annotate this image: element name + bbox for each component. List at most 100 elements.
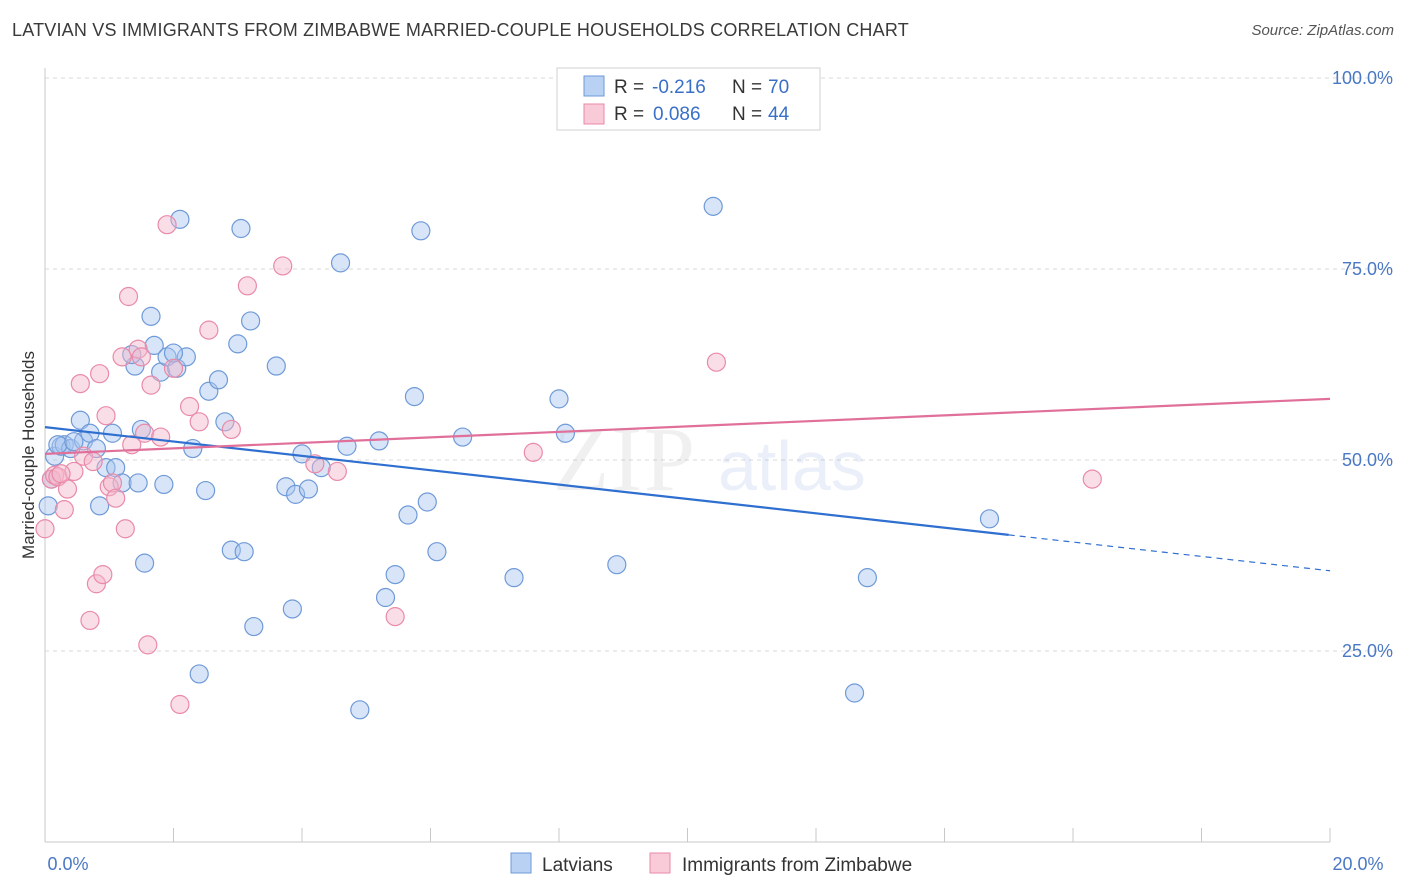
- point-zimbabwe-39: [385, 607, 405, 627]
- point-zimbabwe-4: [54, 500, 74, 520]
- point-latvians-54: [411, 221, 431, 241]
- y-tick-labels: 25.0% 50.0% 75.0% 100.0%: [1332, 68, 1393, 661]
- point-zimbabwe-13: [93, 564, 113, 585]
- point-latvians-63: [844, 683, 865, 703]
- y-tick-label-0: 25.0%: [1342, 641, 1393, 661]
- watermark-zip: ZIP: [553, 408, 697, 510]
- point-zimbabwe-35: [237, 276, 257, 296]
- gridlines: [45, 77, 1392, 652]
- point-zimbabwe-14: [96, 406, 116, 426]
- point-zimbabwe-26: [141, 375, 161, 395]
- point-latvians-18: [134, 553, 155, 573]
- point-latvians-25: [170, 209, 190, 229]
- point-latvians-31: [208, 370, 229, 390]
- point-zimbabwe-12: [90, 364, 110, 384]
- legend-r-label-zimbabwe: R =: [614, 104, 644, 125]
- point-zimbabwe-17: [106, 488, 126, 508]
- point-latvians-29: [196, 480, 216, 501]
- bottom-legend-swatch-latvians: [510, 852, 532, 874]
- series-latvians-points: [38, 196, 1000, 720]
- point-latvians-38: [244, 616, 264, 637]
- point-zimbabwe-28: [157, 215, 177, 235]
- y-axis-label: Married-couple Households: [19, 351, 38, 559]
- point-zimbabwe-29: [163, 358, 184, 378]
- point-latvians-69: [163, 343, 184, 363]
- source-credit: Source: ZipAtlas.com: [1251, 22, 1394, 39]
- point-latvians-39: [266, 356, 286, 376]
- point-latvians-65: [979, 509, 1000, 529]
- point-latvians-51: [385, 564, 405, 585]
- point-zimbabwe-2: [45, 465, 65, 485]
- point-zimbabwe-25: [138, 635, 158, 655]
- point-latvians-60: [555, 423, 576, 443]
- point-zimbabwe-40: [523, 442, 543, 462]
- bottom-legend-swatch-zimbabwe: [649, 852, 671, 874]
- legend-n-label-latvians: N =: [732, 77, 762, 98]
- point-latvians-58: [504, 568, 524, 588]
- point-latvians-32: [215, 412, 235, 432]
- point-latvians-19: [141, 306, 161, 326]
- point-zimbabwe-19: [115, 519, 135, 539]
- point-latvians-41: [282, 599, 302, 619]
- point-zimbabwe-33: [199, 320, 219, 340]
- point-latvians-40: [276, 477, 296, 497]
- bottom-legend-label-zimbabwe: Immigrants from Zimbabwe: [682, 855, 912, 876]
- point-latvians-66: [48, 435, 68, 455]
- point-zimbabwe-23: [131, 347, 151, 367]
- legend-r-value-zimbabwe: 0.086: [653, 104, 701, 125]
- point-latvians-55: [417, 492, 437, 512]
- x-tick-label-min: 0.0%: [47, 854, 88, 874]
- point-zimbabwe-27: [151, 427, 171, 447]
- point-latvians-26: [176, 347, 196, 367]
- point-zimbabwe-18: [112, 347, 132, 367]
- point-latvians-6: [70, 410, 90, 430]
- point-latvians-46: [330, 253, 351, 273]
- trend-line-latvians-extension: [1008, 534, 1331, 572]
- point-zimbabwe-38: [327, 461, 347, 482]
- legend-box: R = -0.216 N = 70 R = 0.086 N = 44: [556, 67, 821, 131]
- trend-line-latvians: [44, 426, 1009, 536]
- point-zimbabwe-37: [305, 454, 325, 474]
- point-zimbabwe-41: [706, 352, 727, 372]
- point-latvians-42: [285, 484, 306, 504]
- watermark: ZIP atlas: [553, 408, 866, 510]
- point-latvians-67: [64, 432, 84, 452]
- point-zimbabwe-36: [273, 256, 293, 276]
- point-zimbabwe-42: [1082, 469, 1102, 489]
- point-zimbabwe-16: [102, 473, 123, 493]
- y-tick-label-3: 100.0%: [1332, 68, 1393, 88]
- point-latvians-53: [404, 386, 425, 407]
- x-tick-label-max: 20.0%: [1332, 854, 1383, 874]
- point-latvians-20: [144, 335, 164, 355]
- legend-n-value-latvians: 70: [768, 77, 789, 98]
- point-zimbabwe-43: [51, 464, 71, 484]
- point-latvians-62: [703, 196, 723, 216]
- x-axis-ticks: [44, 828, 1331, 842]
- trend-line-zimbabwe: [44, 397, 1331, 455]
- point-latvians-28: [189, 664, 209, 684]
- point-latvians-61: [607, 555, 627, 575]
- chart-title: LATVIAN VS IMMIGRANTS FROM ZIMBABWE MARR…: [12, 20, 909, 40]
- point-zimbabwe-30: [170, 694, 190, 715]
- point-latvians-0: [38, 496, 58, 516]
- point-zimbabwe-20: [118, 286, 139, 307]
- point-zimbabwe-0: [35, 519, 55, 539]
- point-latvians-64: [857, 568, 878, 588]
- watermark-atlas: atlas: [718, 427, 866, 505]
- point-zimbabwe-31: [179, 396, 200, 417]
- point-latvians-48: [350, 700, 370, 720]
- point-latvians-52: [398, 505, 418, 525]
- point-zimbabwe-32: [189, 412, 209, 432]
- legend-n-value-zimbabwe: 44: [768, 104, 790, 125]
- point-zimbabwe-9: [80, 610, 100, 631]
- point-latvians-50: [375, 587, 396, 608]
- point-latvians-35: [231, 218, 251, 239]
- point-latvians-10: [90, 496, 110, 516]
- point-latvians-59: [549, 389, 569, 409]
- legend-r-value-latvians: -0.216: [652, 77, 706, 98]
- legend-swatch-latvians: [583, 75, 605, 97]
- trend-lines: [44, 397, 1331, 572]
- point-latvians-34: [228, 334, 248, 354]
- point-latvians-37: [241, 311, 261, 331]
